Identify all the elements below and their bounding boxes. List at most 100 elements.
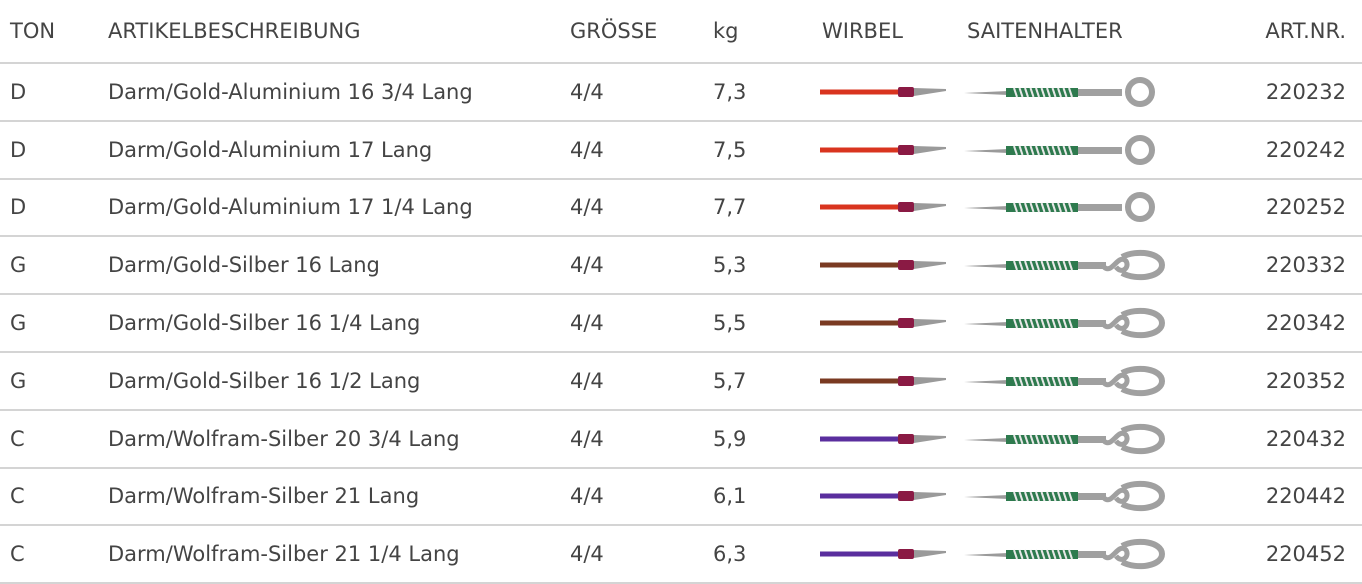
- wire-end: [1078, 89, 1122, 96]
- wirbel-icon: [818, 140, 948, 160]
- peg-band: [898, 260, 914, 270]
- peg-band: [898, 491, 914, 501]
- table-cell: Darm/Wolfram-Silber 21 Lang: [108, 469, 419, 525]
- peg-tip: [914, 492, 946, 500]
- table-cell: G: [10, 295, 26, 351]
- wirbel-icon: [818, 371, 948, 391]
- table-cell: Darm/Gold-Aluminium 17 Lang: [108, 122, 432, 178]
- string-color: [820, 378, 900, 383]
- wire: [964, 91, 1008, 95]
- header-cell: ART.NR.: [1265, 0, 1346, 62]
- peg-band: [898, 145, 914, 155]
- wire-end: [1078, 262, 1106, 269]
- table-cell: D: [10, 122, 26, 178]
- peg-tip: [914, 550, 946, 558]
- table-cell: 220332: [1266, 237, 1346, 293]
- string-color: [820, 436, 900, 441]
- knot: [1104, 375, 1127, 386]
- peg-band: [898, 434, 914, 444]
- header-cell: WIRBEL: [822, 0, 903, 62]
- wire-end: [1078, 378, 1106, 385]
- table-cell: 4/4: [570, 411, 604, 467]
- table-cell: 4/4: [570, 122, 604, 178]
- peg-tip: [914, 261, 946, 269]
- table-row: D Darm/Gold-Aluminium 17 Lang 4/4 7,5 220242: [0, 122, 1362, 180]
- table-cell: 220452: [1266, 526, 1346, 582]
- table-cell: 220352: [1266, 353, 1346, 409]
- wire-end: [1078, 551, 1106, 558]
- header-cell: kg: [713, 0, 739, 62]
- header-cell: ARTIKELBESCHREIBUNG: [108, 0, 360, 62]
- wirbel-icon: [818, 544, 948, 564]
- peg-tip: [914, 319, 946, 327]
- saitenhalter-icon: [962, 72, 1172, 112]
- table-cell: 7,3: [713, 64, 746, 120]
- wirbel-icon: [818, 82, 948, 102]
- string-color: [820, 552, 900, 557]
- table-cell: 7,5: [713, 122, 746, 178]
- table-cell: Darm/Wolfram-Silber 20 3/4 Lang: [108, 411, 460, 467]
- table-row: CDarm/Wolfram-Silber 21 Lang4/46,1220442: [0, 469, 1362, 527]
- wire-end: [1078, 204, 1122, 211]
- peg-band: [898, 87, 914, 97]
- header-cell: TON: [10, 0, 55, 62]
- wire: [964, 264, 1008, 268]
- table-cell: C: [10, 526, 25, 582]
- wirbel-icon: [818, 313, 948, 333]
- table-cell: Darm/Gold-Silber 16 1/4 Lang: [108, 295, 420, 351]
- table-cell: 5,5: [713, 295, 746, 351]
- saitenhalter-icon: [962, 476, 1172, 516]
- knot: [1104, 433, 1127, 444]
- table-cell: 4/4: [570, 64, 604, 120]
- table-cell: 220432: [1266, 411, 1346, 467]
- wirbel-icon: [818, 486, 948, 506]
- wire: [964, 149, 1008, 153]
- table-cell: 5,9: [713, 411, 746, 467]
- table-cell: C: [10, 411, 25, 467]
- peg-tip: [914, 203, 946, 211]
- table-cell: 220242: [1266, 122, 1346, 178]
- table-cell: 5,3: [713, 237, 746, 293]
- knot: [1104, 259, 1127, 270]
- wire-end: [1078, 147, 1122, 154]
- table-cell: 6,3: [713, 526, 746, 582]
- table-row: C Darm/Wolfram-Silber 21 1/4 Lang 4/4 6,3 22…: [0, 526, 1362, 584]
- string-color: [820, 205, 900, 210]
- ring: [1128, 80, 1152, 104]
- table-cell: 4/4: [570, 526, 604, 582]
- saitenhalter-icon: [962, 303, 1172, 343]
- string-color: [820, 89, 900, 94]
- wire: [964, 495, 1008, 499]
- table-cell: 4/4: [570, 353, 604, 409]
- wire-end: [1078, 493, 1106, 500]
- ring: [1128, 195, 1152, 219]
- peg-band: [898, 202, 914, 212]
- table-cell: 220252: [1266, 180, 1346, 236]
- knot: [1104, 548, 1127, 559]
- table-cell: C: [10, 469, 25, 525]
- table-row: GDarm/Gold-Silber 16 1/2 Lang4/45,722035…: [0, 353, 1362, 411]
- wire-end: [1078, 320, 1106, 327]
- table-cell: 220442: [1266, 469, 1346, 525]
- peg-tip: [914, 88, 946, 96]
- wirbel-icon: [818, 255, 948, 275]
- table-cell: 4/4: [570, 237, 604, 293]
- wire-end: [1078, 436, 1106, 443]
- table-cell: Darm/Gold-Silber 16 Lang: [108, 237, 380, 293]
- table-cell: G: [10, 353, 26, 409]
- saitenhalter-icon: [962, 534, 1172, 574]
- table-cell: Darm/Wolfram-Silber 21 1/4 Lang: [108, 526, 460, 582]
- wirbel-icon: [818, 429, 948, 449]
- table-row: C Darm/Wolfram-Silber 20 3/4 Lang 4/4 5,9 22…: [0, 411, 1362, 469]
- string-color: [820, 147, 900, 152]
- table-cell: 7,7: [713, 180, 746, 236]
- table-cell: Darm/Gold-Aluminium 17 1/4 Lang: [108, 180, 473, 236]
- ring: [1128, 138, 1152, 162]
- peg-band: [898, 318, 914, 328]
- header-cell: SAITENHALTER: [967, 0, 1123, 62]
- table-cell: Darm/Gold-Aluminium 16 3/4 Lang: [108, 64, 473, 120]
- table-cell: 4/4: [570, 469, 604, 525]
- header-cell: GRÖSSE: [570, 0, 657, 62]
